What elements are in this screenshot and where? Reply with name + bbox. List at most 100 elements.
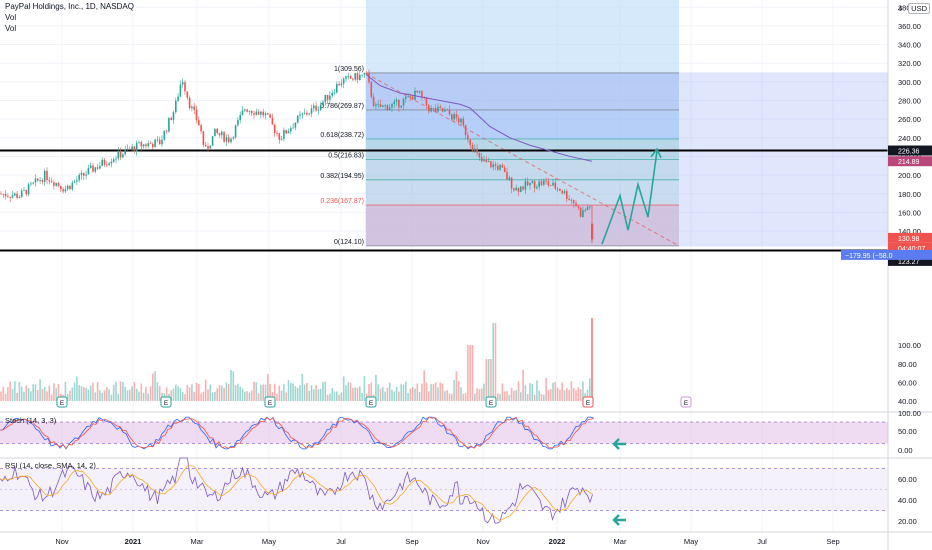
candle-body	[552, 182, 554, 186]
volume-bar	[158, 386, 161, 401]
volume-bar	[152, 373, 154, 401]
candle-body	[193, 106, 195, 110]
candle-body	[191, 106, 193, 109]
candle-body	[241, 110, 244, 115]
candle-body	[55, 182, 57, 186]
volume-bar	[204, 379, 207, 401]
volume-bar	[331, 388, 333, 401]
volume-axis-tick: 60.00	[898, 378, 917, 387]
candle-body	[257, 111, 260, 115]
volume-bar	[319, 388, 322, 401]
earnings-marker[interactable]: E	[680, 396, 692, 408]
candle-body	[584, 209, 586, 211]
volume-bar	[181, 392, 184, 401]
trend-line-dashed	[365, 73, 680, 247]
volume-bar	[25, 385, 28, 401]
earnings-marker-letter: E	[60, 400, 65, 407]
time-axis-label[interactable]: Jul	[757, 537, 767, 546]
candle-body	[310, 108, 313, 114]
time-axis-label[interactable]: 2022	[549, 537, 566, 546]
time-axis-label[interactable]: 2021	[125, 537, 142, 546]
candle-body	[271, 117, 274, 125]
earnings-marker[interactable]: E	[582, 396, 594, 408]
volume-bar	[485, 359, 488, 401]
time-axis-label[interactable]: Sep	[826, 537, 839, 546]
volume-bar	[421, 383, 423, 401]
volume-bar	[471, 345, 474, 401]
candle-body	[336, 83, 338, 93]
volume-axis-tick: 40.00	[898, 397, 917, 406]
candle-body	[195, 109, 198, 121]
measure-tag: −179.95 (−58.0	[841, 249, 932, 260]
volume-bar	[193, 391, 195, 401]
time-axis-label[interactable]: Nov	[55, 537, 69, 546]
candle-body	[359, 74, 361, 81]
volume-bar	[294, 386, 297, 401]
earnings-marker[interactable]: E	[365, 396, 377, 408]
volume-bar	[531, 384, 534, 401]
candle-body	[515, 187, 517, 191]
candle-body	[115, 158, 117, 160]
candle-body-last	[591, 223, 594, 240]
time-axis-label[interactable]: Jul	[336, 537, 346, 546]
volume-bar	[517, 381, 520, 401]
symbol-title[interactable]: PayPal Holdings, Inc., 1D, NASDAQ	[5, 2, 134, 11]
volume-bar	[188, 387, 191, 401]
volume-bar	[7, 387, 9, 401]
volume-bar	[483, 383, 485, 401]
time-axis-label[interactable]: May	[684, 537, 698, 546]
volume-legend-2[interactable]: Vol	[5, 24, 17, 33]
candle-body	[278, 133, 281, 140]
volume-bar	[515, 390, 517, 401]
candle-body	[437, 106, 439, 112]
stoch-axis-tick: 50.00	[898, 427, 917, 436]
candle-body	[179, 84, 182, 97]
candle-body	[227, 137, 230, 143]
volume-bar	[200, 393, 202, 401]
candle-body	[349, 75, 352, 79]
rsi-title: RSI (14, close, SMA, 14, 2)	[5, 461, 96, 470]
volume-bar	[462, 393, 465, 401]
candle-body	[372, 96, 375, 107]
candles	[0, 69, 594, 244]
candle-body	[375, 104, 377, 107]
earnings-marker[interactable]: E	[160, 396, 172, 408]
volume-bar	[536, 380, 538, 401]
volume-bar	[283, 384, 285, 401]
earnings-marker-box	[582, 396, 594, 408]
candle-body	[131, 146, 133, 150]
candle-body	[589, 206, 591, 208]
time-axis-label[interactable]: Mar	[191, 537, 204, 546]
earnings-marker[interactable]: E	[56, 396, 68, 408]
last-price-tag-bg	[888, 232, 932, 243]
volume-bar	[425, 382, 428, 401]
candle-body	[524, 181, 527, 190]
candle-body	[230, 138, 232, 143]
candle-body	[398, 99, 400, 108]
volume-bar	[315, 385, 317, 401]
volume-bar	[338, 394, 340, 401]
volume-bar	[18, 382, 21, 401]
currency-badge[interactable]: USD	[908, 3, 930, 14]
earnings-marker[interactable]: E	[485, 396, 497, 408]
time-axis-label[interactable]: Mar	[614, 537, 627, 546]
volume-bar	[501, 383, 504, 401]
candle-body	[554, 182, 557, 189]
candle-body	[135, 142, 138, 152]
candle-body	[165, 130, 168, 132]
time-axis-label[interactable]: Sep	[405, 537, 418, 546]
candle-body	[48, 179, 51, 182]
time-axis-label[interactable]: Nov	[476, 537, 490, 546]
candle-body	[352, 78, 354, 80]
volume-bar	[214, 391, 216, 401]
candle-body	[425, 97, 428, 106]
earnings-marker[interactable]: E	[264, 396, 276, 408]
candle-body	[62, 189, 64, 192]
candle-body	[269, 114, 271, 118]
volume-legend-1[interactable]: Vol	[5, 13, 17, 22]
time-axis-label[interactable]: May	[262, 537, 276, 546]
volume-bar	[262, 384, 264, 401]
volume-bar	[232, 371, 235, 401]
